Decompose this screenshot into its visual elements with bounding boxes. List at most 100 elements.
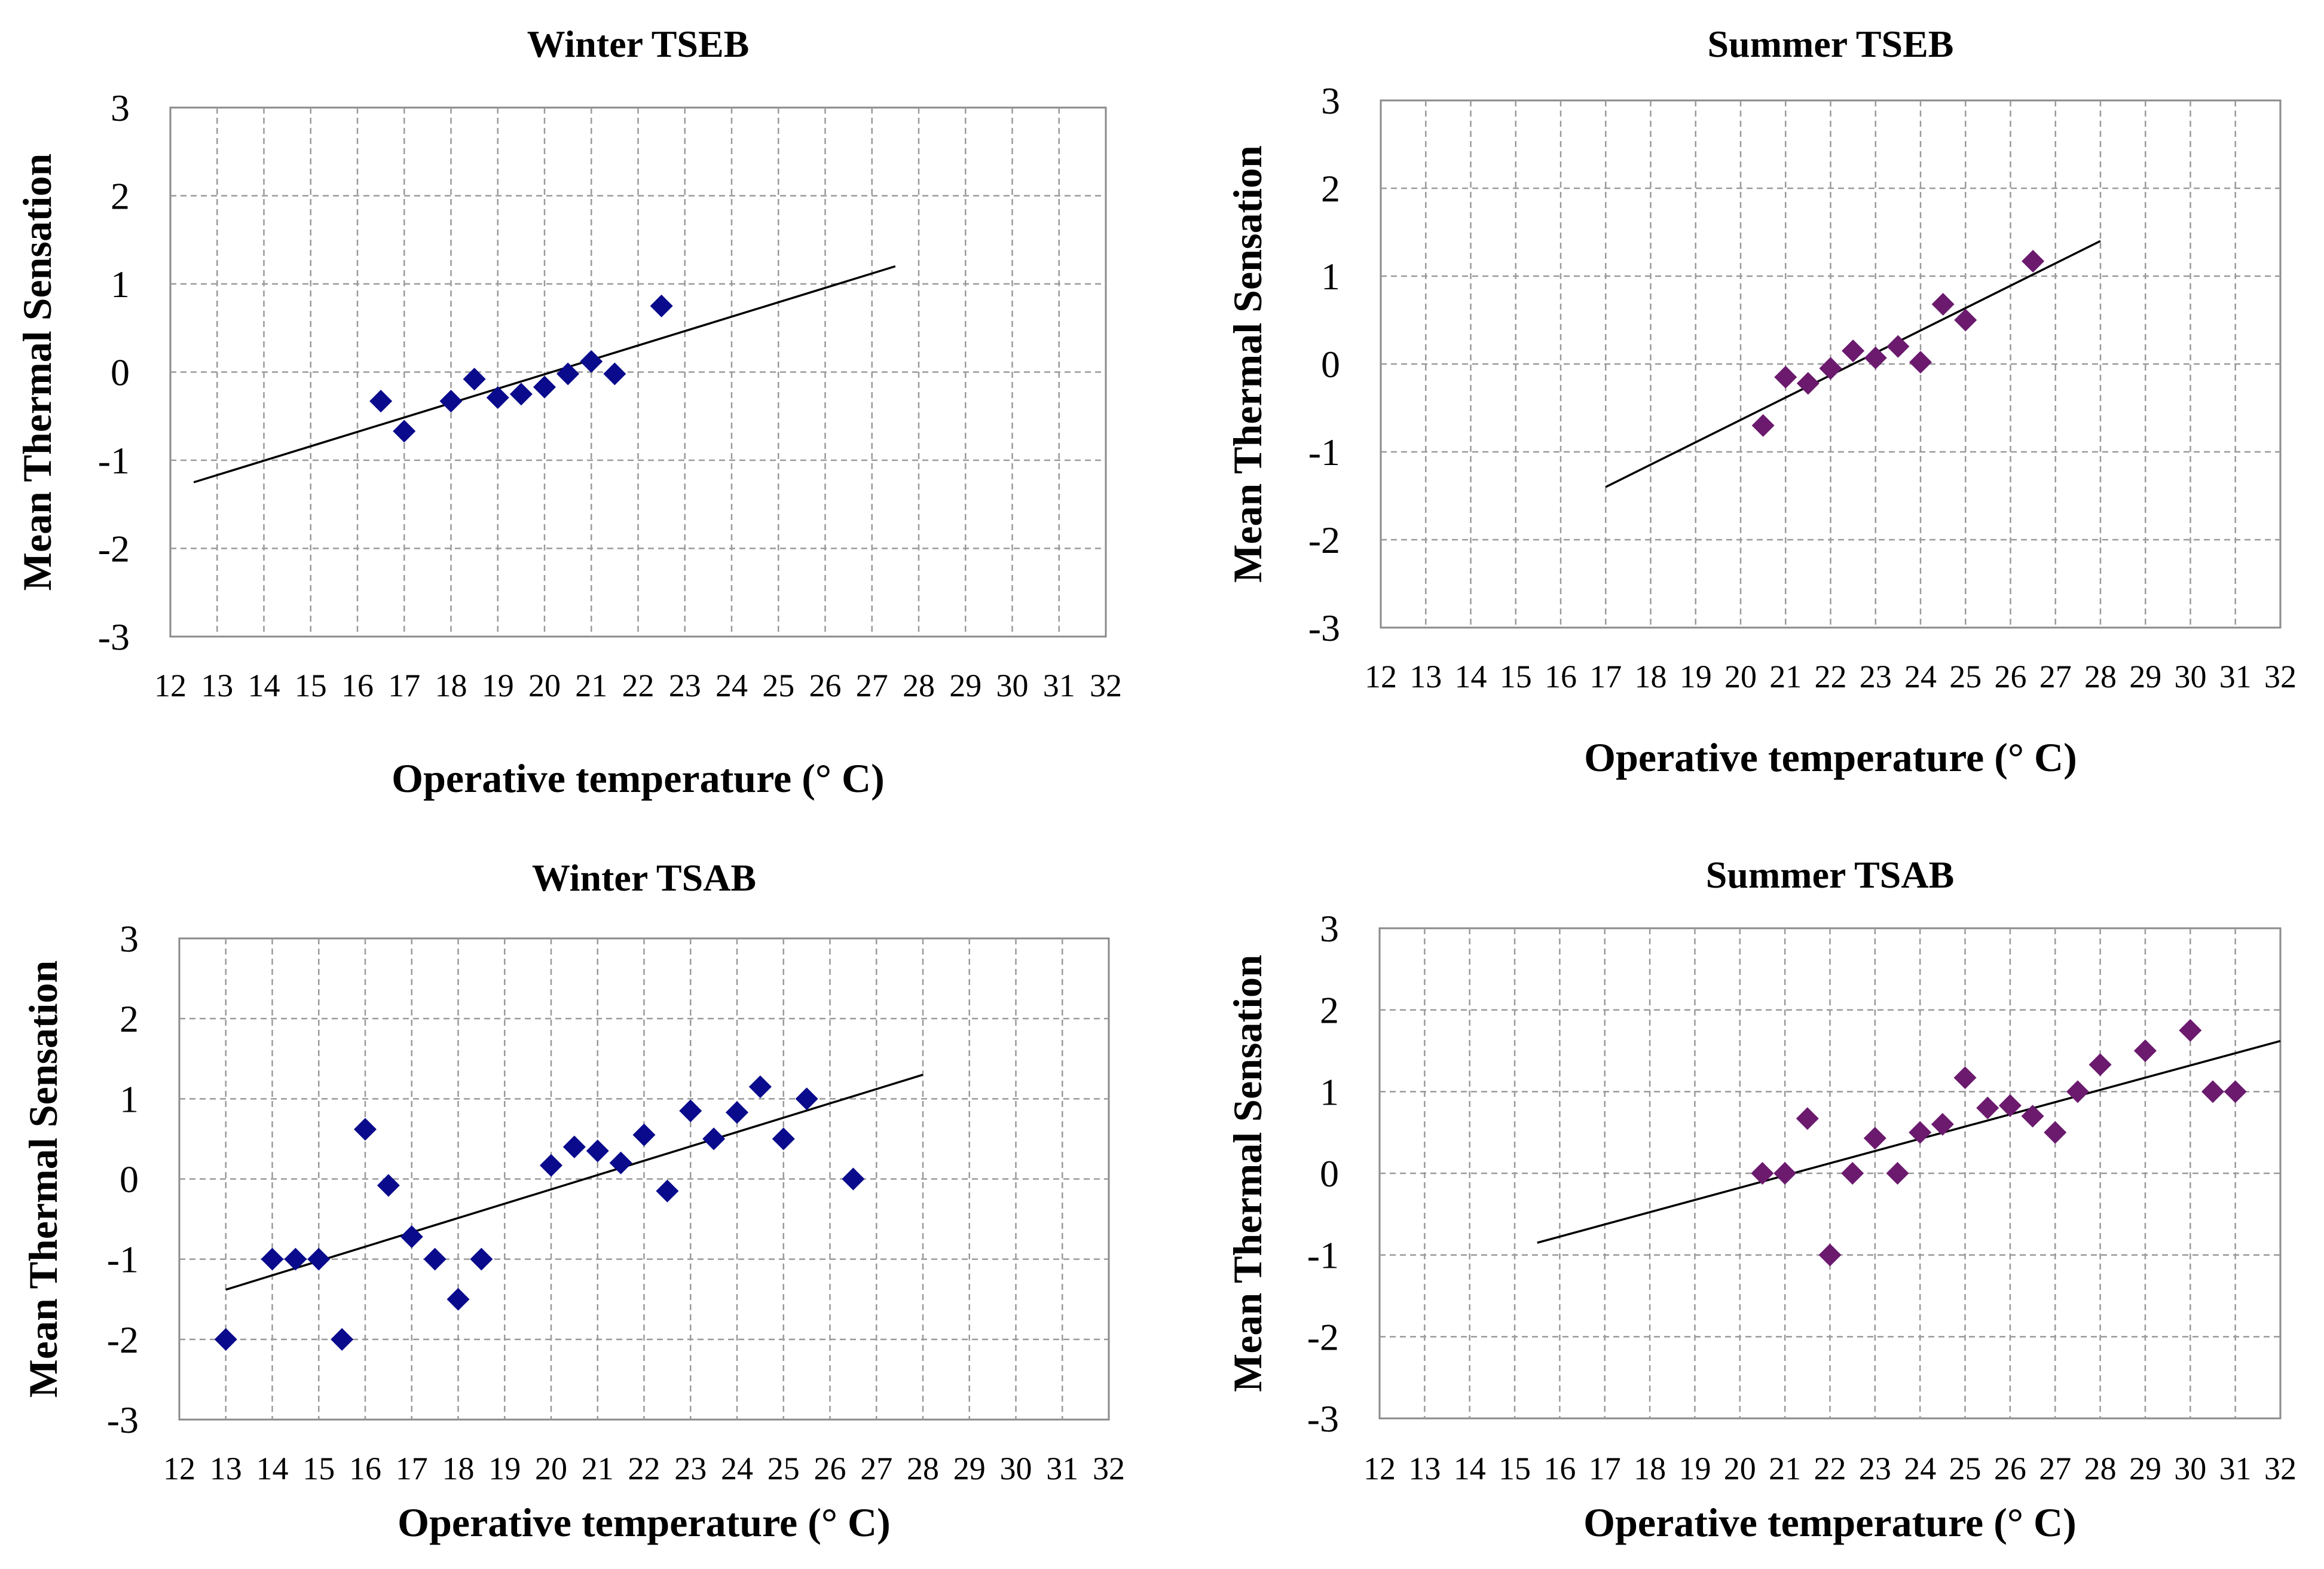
x-tick-label: 26 bbox=[1994, 1451, 2026, 1487]
data-point bbox=[354, 1118, 377, 1141]
data-point bbox=[1818, 1243, 1842, 1267]
x-tick-label: 19 bbox=[1678, 1451, 1711, 1487]
data-point bbox=[1774, 366, 1797, 389]
x-tick-label: 32 bbox=[2264, 1451, 2297, 1487]
data-point bbox=[586, 1139, 609, 1163]
y-tick-label: -3 bbox=[1307, 1397, 1339, 1440]
data-point bbox=[609, 1151, 632, 1175]
y-tick-label: 3 bbox=[111, 87, 130, 129]
data-point bbox=[1886, 1162, 1909, 1185]
x-tick-label: 29 bbox=[2129, 659, 2161, 695]
data-point bbox=[540, 1154, 562, 1177]
y-tick-label: -2 bbox=[1307, 1316, 1339, 1358]
x-tick-label: 32 bbox=[2264, 659, 2297, 695]
x-tick-label: 27 bbox=[2039, 1451, 2071, 1487]
x-tick-label: 13 bbox=[1408, 1451, 1441, 1487]
x-tick-label: 21 bbox=[1769, 659, 1802, 695]
x-tick-label: 20 bbox=[535, 1451, 567, 1487]
y-tick-label: 2 bbox=[1320, 989, 1339, 1032]
data-point bbox=[1976, 1096, 1999, 1120]
x-tick-label: 28 bbox=[2084, 1451, 2117, 1487]
y-tick-label: 3 bbox=[120, 917, 139, 960]
data-point bbox=[702, 1127, 726, 1151]
x-tick-label: 29 bbox=[949, 668, 981, 704]
x-tick-label: 16 bbox=[1545, 659, 1577, 695]
y-axis-label: Mean Thermal Sensation bbox=[14, 154, 60, 591]
x-tick-label: 15 bbox=[295, 668, 327, 704]
data-point bbox=[656, 1179, 679, 1203]
x-tick-label: 25 bbox=[767, 1451, 800, 1487]
x-tick-label: 21 bbox=[582, 1451, 614, 1487]
data-point bbox=[377, 1174, 400, 1197]
chart-title: Winter TSAB bbox=[532, 857, 756, 899]
y-tick-label: -3 bbox=[98, 616, 130, 658]
data-point bbox=[1954, 308, 1977, 332]
x-tick-label: 23 bbox=[1860, 659, 1892, 695]
data-point bbox=[2022, 250, 2045, 273]
x-tick-label: 14 bbox=[256, 1451, 289, 1487]
x-tick-label: 29 bbox=[953, 1451, 986, 1487]
data-point bbox=[1886, 335, 1910, 358]
x-tick-label: 19 bbox=[482, 668, 514, 704]
y-tick-label: -3 bbox=[107, 1399, 139, 1441]
data-point bbox=[284, 1247, 307, 1271]
data-point bbox=[842, 1167, 865, 1191]
chart-title: Summer TSAB bbox=[1706, 854, 1955, 896]
data-point bbox=[1796, 1107, 1819, 1130]
x-tick-label: 25 bbox=[1949, 659, 1981, 695]
y-tick-label: -1 bbox=[107, 1238, 139, 1281]
data-point bbox=[2088, 1053, 2112, 1076]
regression-line bbox=[193, 265, 896, 484]
data-point bbox=[726, 1101, 748, 1124]
data-point bbox=[2133, 1039, 2157, 1062]
x-tick-label: 22 bbox=[1814, 1451, 1846, 1487]
x-tick-label: 12 bbox=[163, 1451, 195, 1487]
x-tick-label: 27 bbox=[860, 1451, 892, 1487]
x-tick-label: 31 bbox=[2219, 659, 2252, 695]
data-point bbox=[439, 390, 463, 413]
x-tick-label: 22 bbox=[1815, 659, 1847, 695]
data-point bbox=[1751, 1162, 1774, 1185]
y-tick-label: 1 bbox=[1320, 1071, 1339, 1113]
y-tick-label: 2 bbox=[1321, 167, 1340, 210]
x-tick-label: 12 bbox=[1365, 659, 1397, 695]
y-axis-label: Mean Thermal Sensation bbox=[20, 961, 66, 1398]
x-tick-label: 21 bbox=[575, 668, 607, 704]
x-tick-label: 15 bbox=[302, 1451, 335, 1487]
x-tick-label: 28 bbox=[907, 1451, 939, 1487]
x-tick-label: 20 bbox=[528, 668, 561, 704]
data-point bbox=[650, 294, 673, 317]
data-point bbox=[463, 368, 486, 391]
data-point bbox=[2179, 1019, 2202, 1042]
x-tick-label: 13 bbox=[210, 1451, 242, 1487]
data-point bbox=[1863, 1127, 1886, 1150]
x-tick-label: 24 bbox=[1904, 659, 1937, 695]
y-tick-label: -2 bbox=[98, 528, 130, 570]
x-tick-label: 19 bbox=[1680, 659, 1712, 695]
x-tick-label: 32 bbox=[1090, 668, 1122, 704]
x-axis-label: Operative temperature (° C) bbox=[1584, 735, 2077, 780]
x-tick-label: 17 bbox=[396, 1451, 428, 1487]
data-point bbox=[580, 350, 603, 373]
x-tick-label: 30 bbox=[1000, 1451, 1032, 1487]
data-point bbox=[447, 1287, 470, 1311]
data-point bbox=[214, 1328, 237, 1351]
x-tick-label: 23 bbox=[674, 1451, 707, 1487]
y-tick-label: -1 bbox=[1308, 431, 1340, 473]
data-point bbox=[509, 383, 533, 406]
data-point bbox=[470, 1247, 493, 1271]
data-point bbox=[556, 362, 580, 386]
x-tick-label: 27 bbox=[856, 668, 888, 704]
x-tick-label: 24 bbox=[721, 1451, 753, 1487]
x-tick-label: 20 bbox=[1724, 659, 1757, 695]
data-point bbox=[486, 386, 509, 409]
x-tick-label: 18 bbox=[435, 668, 467, 704]
data-point bbox=[2224, 1080, 2247, 1103]
x-tick-label: 18 bbox=[1635, 659, 1667, 695]
y-tick-label: -3 bbox=[1308, 607, 1340, 649]
data-point bbox=[1864, 346, 1887, 369]
